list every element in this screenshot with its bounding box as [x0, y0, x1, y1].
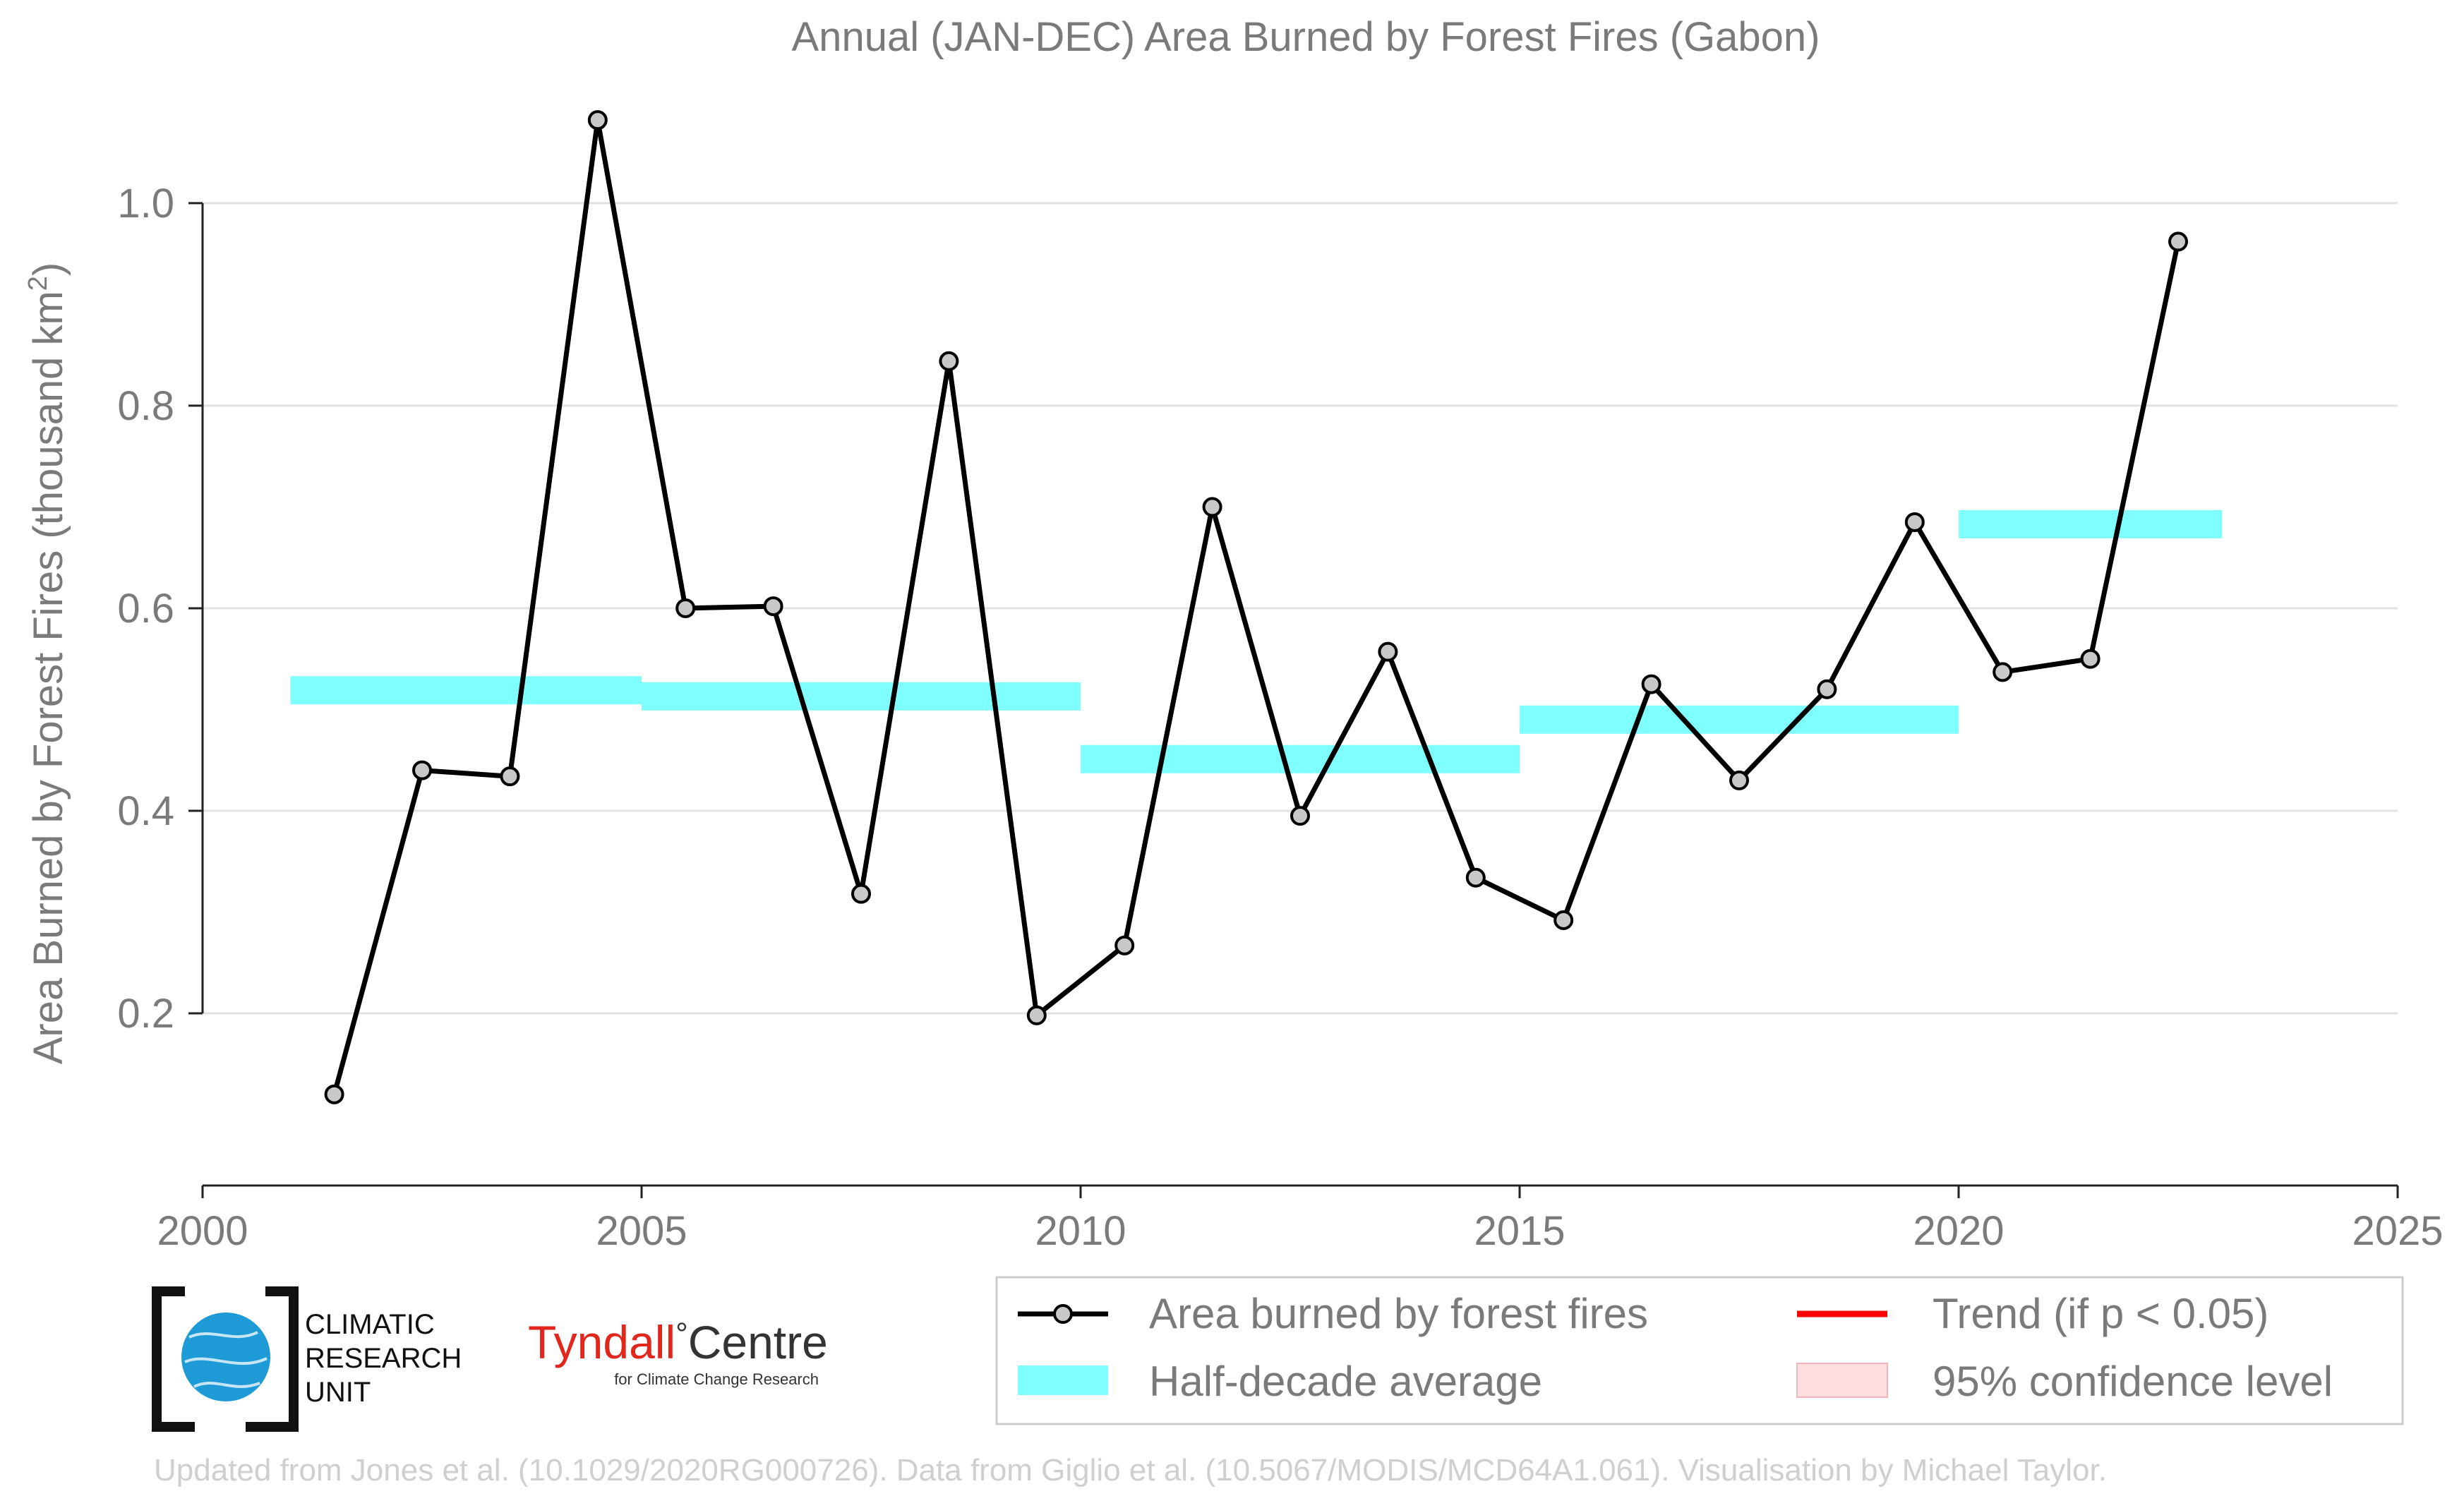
y-tick-label: 0.8: [117, 383, 174, 429]
legend-label-trend: Trend (if p < 0.05): [1933, 1290, 2268, 1337]
cru-logo-bracket-right: [246, 1286, 299, 1432]
legend-item-trend: Trend (if p < 0.05): [1797, 1290, 2268, 1337]
data-point: [763, 596, 783, 617]
data-point: [412, 760, 432, 780]
x-tick-label: 2010: [1035, 1208, 1126, 1254]
y-axis-label-main: Area Burned by Forest Fires (thousand km: [25, 291, 71, 1064]
data-point: [1729, 770, 1749, 790]
y-axis-label: Area Burned by Forest Fires (thousand km…: [23, 263, 71, 1065]
data-point: [851, 883, 871, 904]
y-tick-label: 0.4: [117, 788, 174, 834]
tyndall-logo-degree: °: [675, 1317, 688, 1351]
data-point: [2080, 649, 2101, 669]
x-tick-label: 2025: [2352, 1208, 2443, 1254]
half-decade-average-bar: [642, 682, 1081, 711]
cru-logo: CLIMATIC RESEARCH UNIT: [152, 1286, 462, 1432]
y-tick-label: 0.2: [117, 991, 174, 1037]
x-tick-label: 2000: [157, 1208, 248, 1254]
half-decade-average-bar: [1959, 509, 2223, 538]
y-tick-label: 0.6: [117, 586, 174, 632]
tyndall-centre-logo: Tyndall°Centre for Climate Change Resear…: [528, 1316, 828, 1388]
data-point: [1202, 497, 1222, 517]
data-point: [1904, 512, 1925, 532]
half-decade-average-bar: [290, 676, 642, 705]
series-line: [332, 117, 2181, 1097]
data-point: [587, 110, 608, 131]
data-point: [1993, 662, 2013, 682]
half-decade-average-bar: [1081, 744, 1520, 773]
half-decade-average-bar: [1520, 705, 1959, 734]
data-point: [1290, 806, 1310, 826]
legend-box: [995, 1276, 2404, 1425]
legend-label-confidence: 95% confidence level: [1933, 1358, 2333, 1405]
half-decade-average-bars: [290, 509, 2223, 773]
cru-logo-globe: [181, 1313, 270, 1401]
chart-title: Annual (JAN-DEC) Area Burned by Forest F…: [792, 14, 1820, 60]
data-point: [1465, 867, 1486, 888]
data-point: [2168, 231, 2188, 252]
data-point: [1378, 641, 1398, 662]
x-tick-label: 2020: [1913, 1208, 2004, 1254]
data-point: [1026, 1005, 1047, 1025]
cru-logo-text-climatic: CLIMATIC: [305, 1309, 435, 1340]
y-axis-label-close: ): [25, 263, 71, 276]
legend: Area burned by forest fires Trend (if p …: [995, 1276, 2404, 1425]
data-point: [500, 766, 520, 787]
cru-logo-globe-lines: [184, 1331, 268, 1388]
data-point: [675, 598, 696, 618]
tyndall-logo-subtitle: for Climate Change Research: [614, 1370, 819, 1388]
area-burned-series: [324, 110, 2188, 1104]
legend-item-area-burned: Area burned by forest fires: [1018, 1290, 1648, 1337]
data-point: [1114, 935, 1135, 955]
cru-logo-text-unit: UNIT: [305, 1377, 371, 1408]
tyndall-logo-centre: Centre: [688, 1316, 828, 1368]
data-point: [324, 1084, 344, 1104]
data-point: [1641, 674, 1661, 694]
tyndall-logo-name: Tyndall°Centre: [528, 1316, 828, 1368]
axes: 0.2 0.4 0.6 0.8 1.0 2000 2005 2010 2015 2020 2025: [117, 181, 2443, 1254]
cru-logo-bracket-left: [152, 1286, 195, 1432]
x-tick-label: 2015: [1474, 1208, 1565, 1254]
data-point: [1817, 679, 1837, 699]
legend-swatch-half-decade: [1018, 1365, 1108, 1395]
x-tick-label: 2005: [596, 1208, 687, 1254]
y-axis-label-superscript: 2: [23, 276, 53, 291]
data-point: [939, 351, 959, 371]
grid-lines: [203, 202, 2398, 1015]
legend-marker-area-burned: [1053, 1304, 1073, 1324]
legend-item-confidence: 95% confidence level: [1796, 1358, 2333, 1405]
cru-logo-text-research: RESEARCH: [305, 1343, 462, 1374]
data-point: [1553, 910, 1574, 930]
legend-label-area-burned: Area burned by forest fires: [1149, 1290, 1648, 1337]
y-tick-label: 1.0: [117, 181, 174, 227]
legend-label-half-decade: Half-decade average: [1149, 1358, 1542, 1405]
tyndall-logo-tyndall: Tyndall: [528, 1316, 675, 1368]
legend-swatch-confidence: [1796, 1363, 1888, 1398]
legend-item-half-decade: Half-decade average: [1018, 1358, 1542, 1405]
footer-credit: Updated from Jones et al. (10.1029/2020R…: [154, 1453, 2107, 1488]
